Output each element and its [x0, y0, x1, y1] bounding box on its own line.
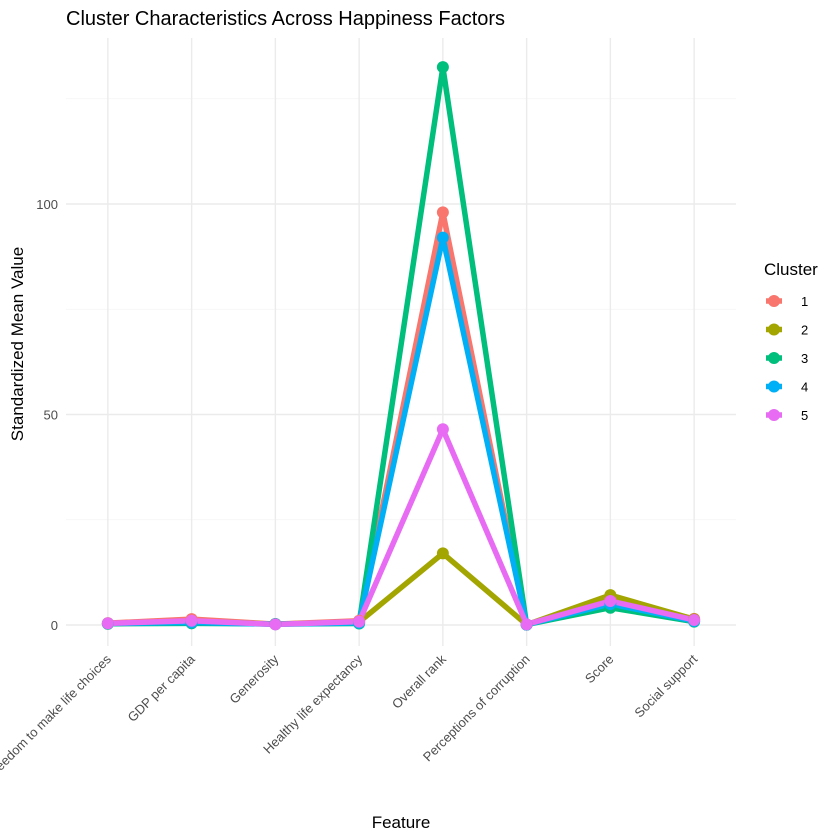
legend-label: 2: [801, 323, 808, 338]
data-point-cluster-4: [436, 231, 449, 244]
legend-key-point: [768, 295, 780, 307]
x-tick-label: Generosity: [226, 651, 281, 706]
legend-label: 4: [801, 380, 808, 395]
series-line-cluster-4: [105, 234, 697, 628]
x-tick-label: GDP per capita: [124, 651, 198, 725]
series-lines: [105, 64, 697, 628]
data-point-cluster-1: [436, 206, 449, 219]
series-line-cluster-5: [105, 426, 697, 628]
legend-item-5: 5: [766, 408, 808, 423]
x-tick-label: Overall rank: [389, 651, 450, 712]
series-line-cluster-3: [105, 64, 697, 628]
data-point-cluster-5: [436, 423, 449, 436]
data-point-cluster-5: [101, 617, 114, 630]
legend-item-4: 4: [766, 380, 808, 395]
y-tick-label: 50: [44, 408, 58, 423]
legend: Cluster 1 2 3 4 5: [764, 260, 818, 423]
data-point-cluster-5: [688, 613, 701, 626]
y-axis-title: Standardized Mean Value: [8, 247, 27, 441]
legend-item-3: 3: [766, 351, 808, 366]
data-point-cluster-2: [436, 547, 449, 560]
legend-key-point: [768, 352, 780, 364]
legend-label: 1: [801, 294, 808, 309]
legend-label: 3: [801, 351, 808, 366]
legend-key-point: [768, 409, 780, 421]
x-axis-title: Feature: [372, 813, 431, 832]
y-axis-ticks: 0 50 100: [36, 197, 58, 633]
legend-title: Cluster: [764, 260, 818, 279]
data-point-cluster-5: [520, 618, 533, 631]
data-point-cluster-5: [604, 595, 617, 608]
x-tick-label: Social support: [631, 651, 700, 720]
y-tick-label: 0: [51, 618, 58, 633]
legend-key-point: [768, 380, 780, 393]
series-line-cluster-2: [105, 550, 697, 628]
data-point-cluster-5: [269, 618, 282, 631]
x-axis-ticks: Freedom to make life choices GDP per capi…: [0, 651, 701, 782]
x-tick-label: Score: [582, 652, 617, 687]
x-tick-label: Freedom to make life choices: [0, 651, 114, 782]
data-point-cluster-3: [436, 61, 449, 74]
legend-key-point: [768, 323, 780, 336]
legend-label: 5: [801, 408, 808, 423]
legend-item-2: 2: [766, 323, 808, 338]
series-points: [101, 61, 701, 631]
chart-title: Cluster Characteristics Across Happiness…: [66, 8, 505, 30]
data-point-cluster-5: [185, 614, 198, 627]
legend-item-1: 1: [766, 294, 808, 309]
y-tick-label: 100: [36, 197, 58, 212]
data-point-cluster-5: [353, 615, 366, 628]
